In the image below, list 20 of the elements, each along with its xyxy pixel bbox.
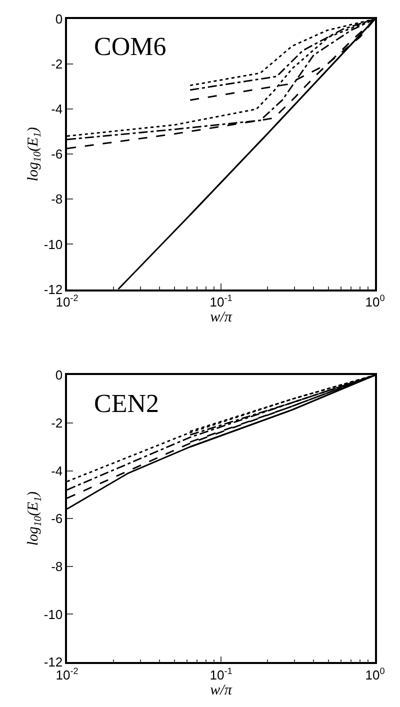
y-tick-label: 0 bbox=[55, 368, 63, 383]
x-tick-label: 10$^{-1}$ bbox=[210, 666, 232, 682]
x-axis-title: w/π bbox=[210, 682, 232, 698]
annotation: CEN2 bbox=[94, 389, 159, 418]
y-tick-label: -2 bbox=[51, 56, 63, 72]
y-tick-label: -6 bbox=[51, 511, 63, 526]
y-tick-label: -6 bbox=[51, 146, 63, 162]
y-tick-label: -2 bbox=[51, 416, 63, 430]
x-tick-label: 10$^{0}$ bbox=[365, 293, 385, 310]
x-axis-title: w/π bbox=[210, 310, 232, 326]
y-tick-label: -8 bbox=[51, 558, 63, 574]
y-tick-label: 0 bbox=[55, 12, 63, 27]
y-tick-label: -8 bbox=[51, 192, 63, 207]
y-tick-label: -4 bbox=[51, 463, 63, 478]
x-tick-label: 10$^{0}$ bbox=[365, 666, 385, 682]
y-tick-label: -10 bbox=[44, 236, 63, 252]
y-tick-label: -4 bbox=[51, 102, 63, 117]
x-tick-label: 10$^{-1}$ bbox=[210, 293, 232, 310]
y-tick-label: -10 bbox=[44, 606, 63, 622]
annotation: COM6 bbox=[94, 32, 166, 61]
